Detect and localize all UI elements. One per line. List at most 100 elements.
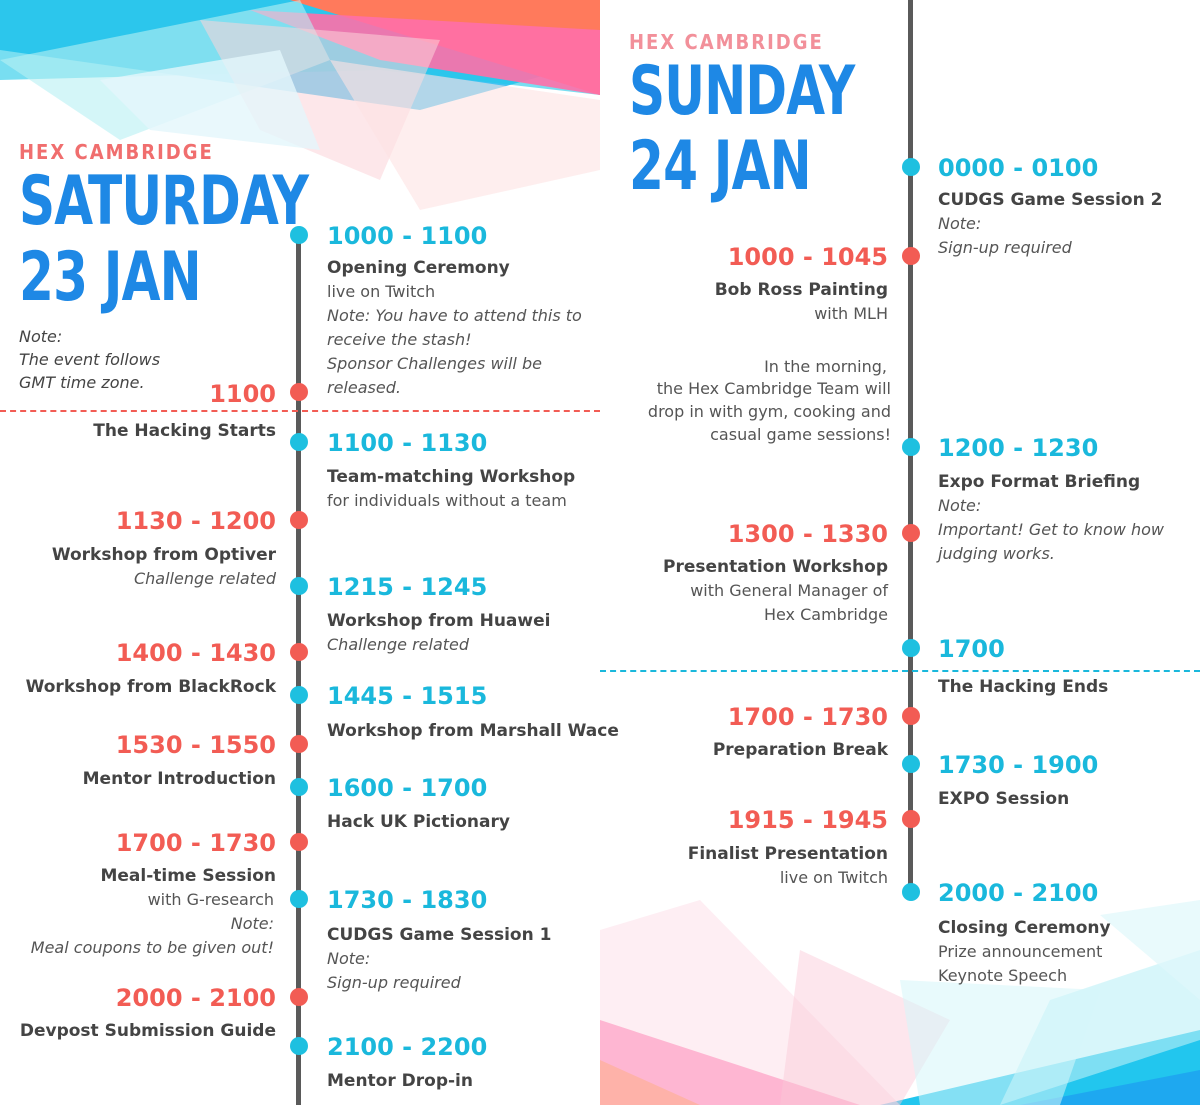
event-title: Mentor Drop-in <box>327 1071 473 1091</box>
event-detail: with General Manager of <box>690 581 888 600</box>
timeline-dot <box>902 524 920 542</box>
event-time: 1600 - 1700 <box>327 774 488 802</box>
brand-label: HEX CAMBRIDGE <box>19 140 214 164</box>
event-title: Closing Ceremony <box>938 918 1111 938</box>
timeline-dot <box>902 810 920 828</box>
event-title: Meal-time Session <box>100 866 276 886</box>
event-note: released. <box>327 378 401 397</box>
note-line: drop in with gym, cooking and <box>647 402 891 421</box>
timeline-dot <box>290 778 308 796</box>
event-title: Workshop from BlackRock <box>25 677 276 697</box>
event-title: CUDGS Game Session 1 <box>327 925 552 945</box>
timeline-dot <box>902 639 920 657</box>
timeline-dot <box>290 686 308 704</box>
timeline-dot <box>290 643 308 661</box>
hacking-ends-label: The Hacking Ends <box>938 677 1109 697</box>
event-title: Expo Format Briefing <box>938 472 1141 492</box>
event-note: Sign-up required <box>938 238 1072 257</box>
event-detail: Prize announcement <box>938 942 1103 961</box>
timeline-dot <box>290 383 308 401</box>
timeline-dot <box>290 511 308 529</box>
event-note: Note: You have to attend this to <box>327 306 582 325</box>
hacking-starts-divider <box>0 410 600 412</box>
note-line: GMT time zone. <box>19 373 145 392</box>
event-detail: Hex Cambridge <box>763 605 888 624</box>
timeline-dot <box>290 988 308 1006</box>
hacking-starts-label: The Hacking Starts <box>93 421 276 441</box>
event-time: 1915 - 1945 <box>727 806 888 834</box>
event-note: Challenge related <box>133 569 276 588</box>
event-time: 1730 - 1830 <box>327 886 488 914</box>
event-title: Finalist Presentation <box>687 844 888 864</box>
event-title: Workshop from Marshall Wace <box>327 721 619 741</box>
event-detail: live on Twitch <box>779 868 888 887</box>
event-note: judging works. <box>938 544 1055 563</box>
event-detail: Keynote Speech <box>938 966 1068 985</box>
event-note: Note: <box>230 914 274 933</box>
timeline-dot <box>902 247 920 265</box>
event-title: Team-matching Workshop <box>327 467 576 487</box>
event-title: Workshop from Optiver <box>51 545 276 565</box>
event-time: 1130 - 1200 <box>115 507 276 535</box>
event-note: Note: <box>327 949 371 968</box>
note-line: The event follows <box>19 350 161 369</box>
event-time: 1200 - 1230 <box>938 434 1099 462</box>
event-detail: for individuals without a team <box>327 491 567 510</box>
timeline-dot <box>290 833 308 851</box>
event-time: 1300 - 1330 <box>727 520 888 548</box>
event-title: Presentation Workshop <box>663 557 888 577</box>
date-title: 23 JAN <box>19 238 202 317</box>
timeline-dot <box>902 438 920 456</box>
note-line: the Hex Cambridge Team will <box>656 379 891 398</box>
event-note: Challenge related <box>327 635 470 654</box>
timezone-note: Note: The event follows GMT time zone. <box>19 325 160 394</box>
brand-label: HEX CAMBRIDGE <box>629 30 824 54</box>
event-time: 1000 - 1100 <box>327 222 488 250</box>
event-time: 1400 - 1430 <box>115 639 276 667</box>
timeline-dot <box>290 735 308 753</box>
timeline-dot <box>290 890 308 908</box>
event-note: Meal coupons to be given out! <box>30 938 274 957</box>
event-time: 1445 - 1515 <box>327 682 488 710</box>
timeline-dot <box>290 433 308 451</box>
date-title: 24 JAN <box>629 127 812 206</box>
event-time: 2000 - 2100 <box>115 984 276 1012</box>
event-time: 1730 - 1900 <box>938 751 1099 779</box>
event-detail: with MLH <box>814 304 888 323</box>
event-time: 1700 - 1730 <box>727 703 888 731</box>
event-title: Devpost Submission Guide <box>19 1021 276 1041</box>
event-title: Mentor Introduction <box>82 769 276 789</box>
note-line: casual game sessions! <box>710 425 891 444</box>
divider-time: 1100 <box>209 380 276 408</box>
event-note: Note: <box>938 214 982 233</box>
event-time: 2100 - 2200 <box>327 1033 488 1061</box>
day-title: SUNDAY <box>629 52 855 131</box>
event-note: Note: <box>938 496 982 515</box>
note-line: In the morning, <box>764 357 887 376</box>
timeline-dot <box>902 707 920 725</box>
event-note: Sign-up required <box>327 973 461 992</box>
event-time: 1100 - 1130 <box>327 429 488 457</box>
day-title: SATURDAY <box>19 162 309 241</box>
hacking-ends-divider <box>600 670 1200 672</box>
event-time: 0000 - 0100 <box>938 154 1099 182</box>
event-note: receive the stash! <box>327 330 472 349</box>
timeline-dot <box>290 1037 308 1055</box>
event-title: Opening Ceremony <box>327 258 510 278</box>
event-time: 2000 - 2100 <box>938 879 1099 907</box>
event-note: Sponsor Challenges will be <box>327 354 542 373</box>
event-title: CUDGS Game Session 2 <box>938 190 1163 210</box>
timeline-dot <box>290 226 308 244</box>
event-title: EXPO Session <box>938 789 1070 809</box>
event-detail: with G-research <box>147 890 274 909</box>
event-time: 1700 - 1730 <box>115 829 276 857</box>
event-title: Workshop from Huawei <box>327 611 551 631</box>
divider-time: 1700 <box>938 635 1005 663</box>
timeline-dot <box>902 755 920 773</box>
event-title: Bob Ross Painting <box>714 280 888 300</box>
event-note: Important! Get to know how <box>938 520 1164 539</box>
timeline-dot <box>902 883 920 901</box>
event-title: Preparation Break <box>712 740 888 760</box>
event-title: Hack UK Pictionary <box>327 812 510 832</box>
event-detail: live on Twitch <box>327 282 436 301</box>
